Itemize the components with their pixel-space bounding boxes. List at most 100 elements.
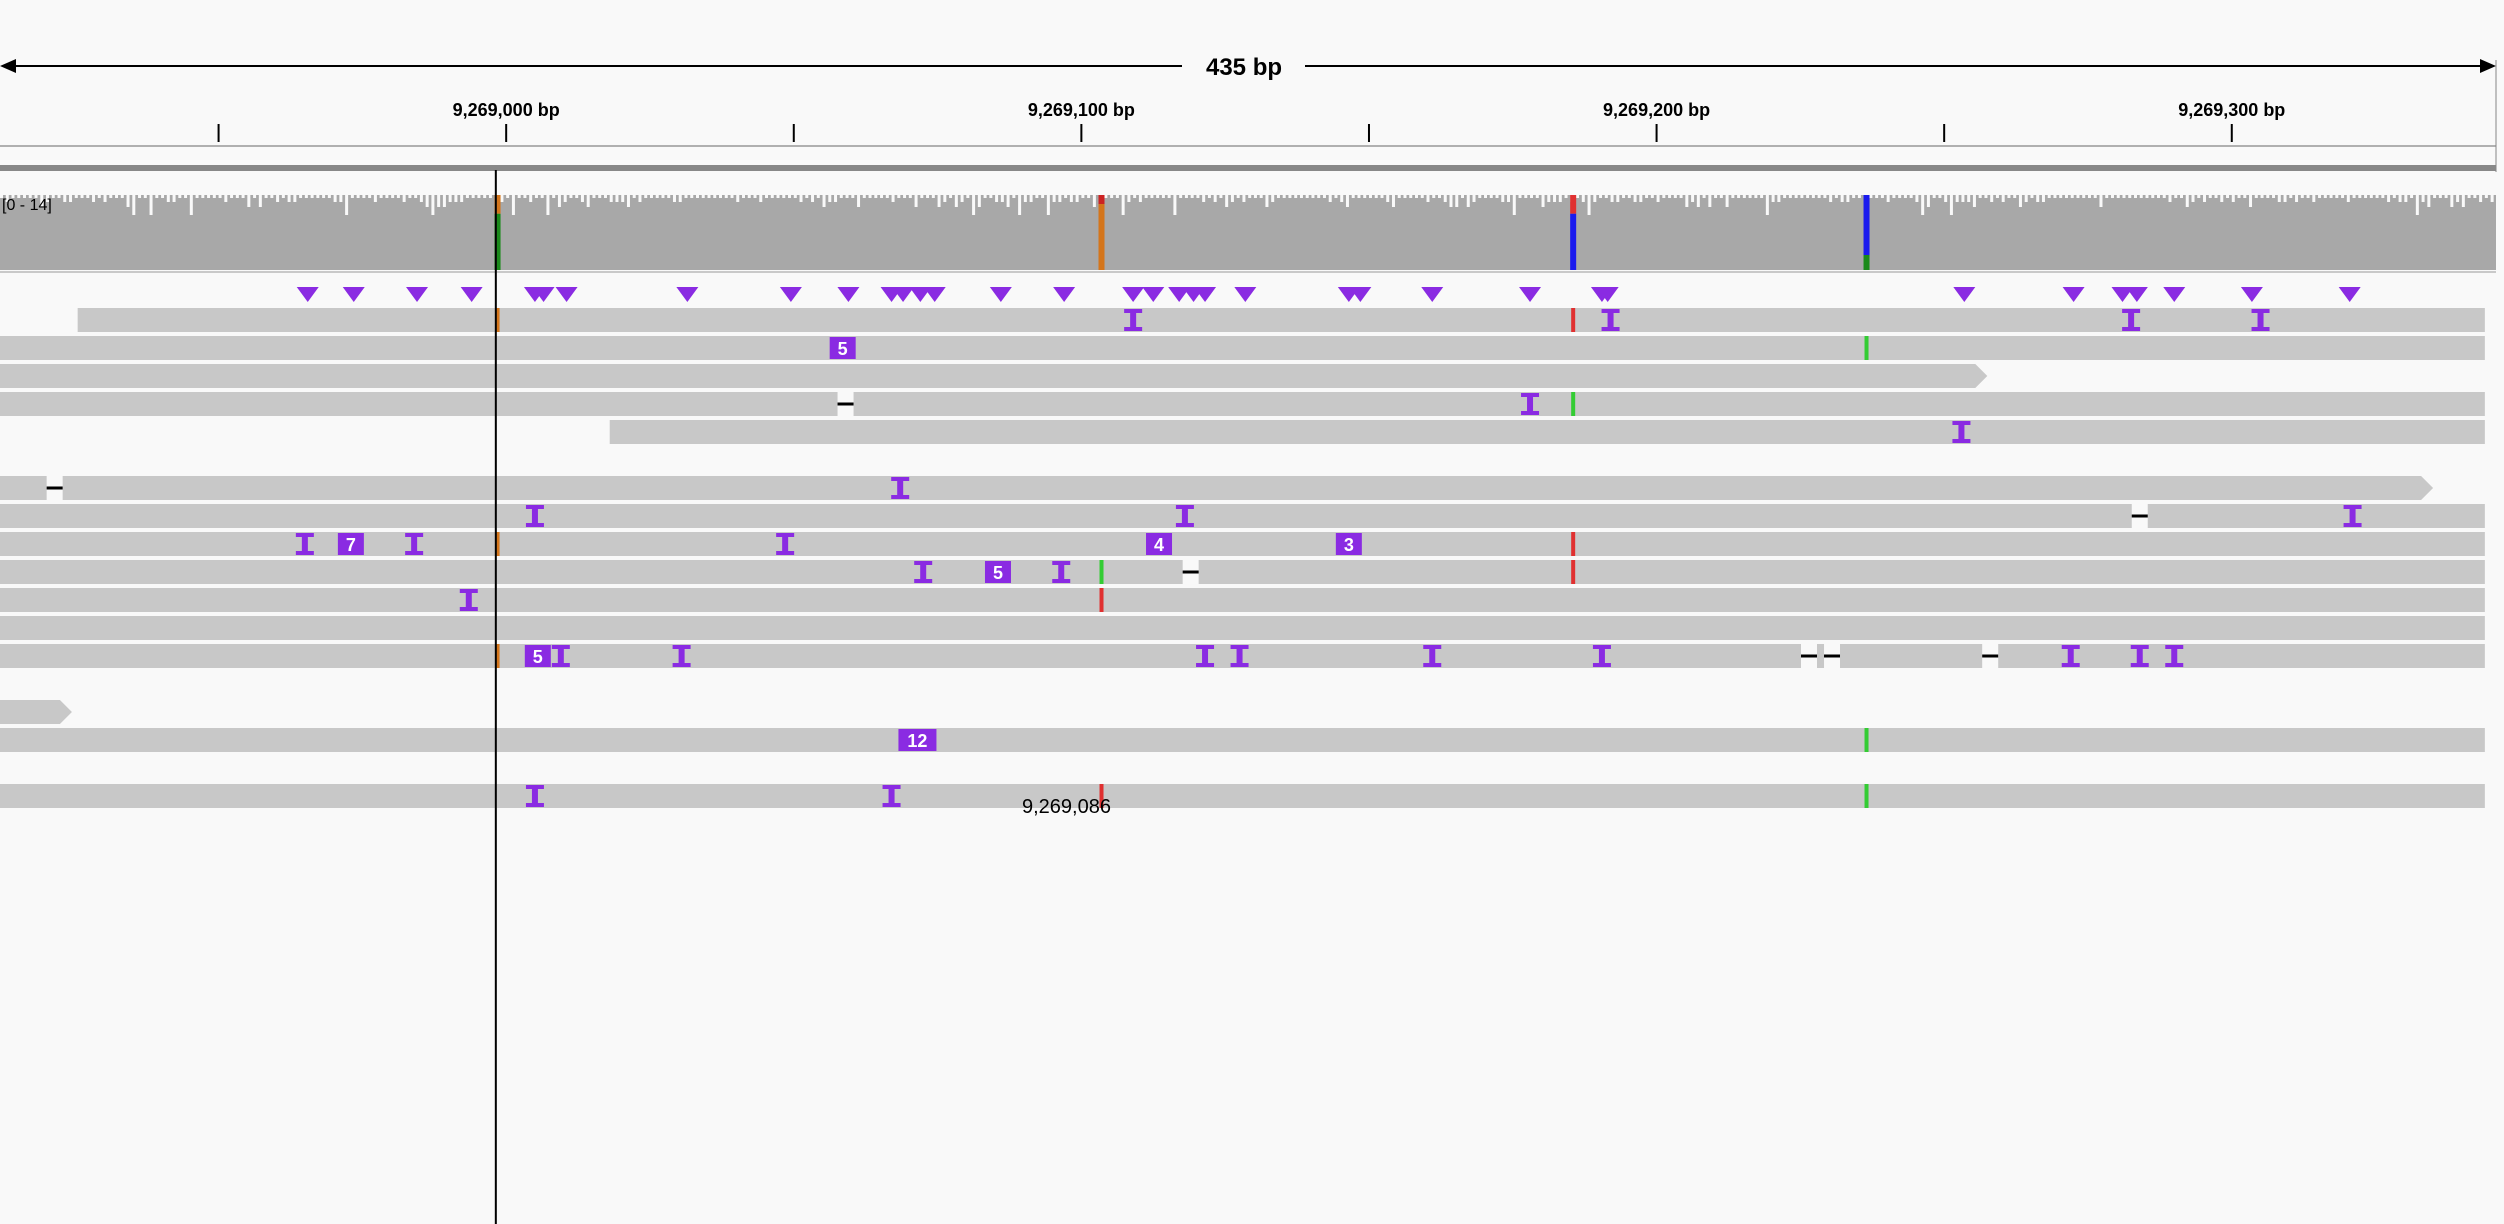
ruler-track[interactable]: 435 bp 9,269,000 bp 9,269,100 bp 9,269,200… (0, 54, 2497, 172)
coverage-track[interactable]: [0 - 14] (0, 195, 2500, 273)
coverage-notch (1196, 195, 1200, 198)
insertion-cap-bottom (776, 551, 795, 555)
insertion-bar (888, 786, 895, 806)
insertion-triangle-icon (1168, 287, 1191, 302)
coverage-notch (1811, 195, 1815, 198)
read-body[interactable] (0, 532, 2485, 556)
read-body[interactable] (77, 308, 2485, 332)
coverage-notch (155, 195, 159, 198)
coverage-notch (2036, 195, 2040, 202)
alignment-read[interactable] (0, 364, 1988, 388)
insertion-triangle-icon (1053, 287, 1076, 302)
read-body[interactable] (0, 560, 2485, 584)
coverage-notch (2001, 195, 2005, 202)
alignment-read[interactable] (0, 700, 72, 724)
insertion-cap-top (295, 533, 314, 537)
read-body[interactable] (0, 504, 2485, 528)
alignment-read[interactable] (0, 588, 2485, 612)
coverage-notch (626, 195, 630, 207)
insertion-cap-top (1423, 645, 1442, 649)
coverage-notch (1190, 195, 1194, 198)
insertion-length-label: 4 (1154, 535, 1164, 555)
alignment-read[interactable]: 5 (0, 560, 2485, 584)
insertion-cap-bottom (525, 803, 544, 807)
coverage-notch (109, 195, 113, 198)
coverage-notch (1564, 195, 1568, 198)
coverage-notch (1081, 195, 1085, 198)
insertion-triangle-icon (1194, 287, 1217, 302)
insertion-cap-top (1521, 393, 1540, 397)
insertion-cap-bottom (525, 523, 544, 527)
alignment-reads[interactable]: 5 7 4 3 5 5 12 (0, 308, 2485, 808)
insertion-triangle-icon (555, 287, 578, 302)
alignment-read[interactable] (0, 504, 2485, 528)
coverage-notch (1593, 195, 1597, 202)
insertion-bar (1598, 646, 1605, 666)
read-body[interactable] (0, 588, 2485, 612)
read-body[interactable] (0, 476, 2434, 500)
read-body[interactable] (0, 616, 2485, 640)
coverage-notch (1443, 195, 1447, 202)
coverage-notch (477, 195, 481, 198)
insertion-box (984, 561, 1011, 583)
coverage-notch (1144, 195, 1148, 198)
coverage-notch (2444, 195, 2448, 198)
coverage-notch (2145, 195, 2149, 198)
coverage-notch (2087, 195, 2091, 198)
alignment-read[interactable] (609, 420, 2485, 444)
alignment-read[interactable] (0, 392, 2485, 416)
coverage-notch (414, 195, 418, 198)
coverage-notch (2404, 195, 2408, 202)
coverage-notch (1541, 195, 1545, 207)
coverage-notch (529, 195, 533, 202)
read-body[interactable] (0, 364, 1988, 388)
read-body[interactable] (0, 728, 2485, 752)
alignment-read[interactable]: 5 (0, 336, 2485, 360)
coverage-notch (2283, 195, 2287, 202)
insertion-triangle-icon (1421, 287, 1444, 302)
insertion-bar (411, 534, 418, 554)
alignment-read[interactable] (77, 308, 2485, 332)
coverage-notch (2047, 195, 2051, 198)
read-body[interactable] (0, 336, 2485, 360)
coverage-notch (69, 195, 73, 202)
alignment-read[interactable] (0, 784, 2485, 808)
insertion-bar (531, 506, 538, 526)
alignment-read[interactable]: 7 4 3 (0, 532, 2485, 556)
read-body[interactable] (609, 420, 2485, 444)
coverage-notch (172, 195, 176, 202)
insertion-cap-top (891, 477, 910, 481)
coverage-allele-bar (1863, 195, 1870, 255)
coverage-notch (609, 195, 613, 202)
read-body[interactable] (0, 700, 72, 724)
coverage-notch (511, 195, 515, 215)
alignment-read[interactable] (0, 476, 2434, 500)
coverage-notch (1127, 195, 1131, 202)
coverage-notch (954, 195, 958, 207)
alignment-read[interactable]: 12 (0, 728, 2485, 752)
coverage-notch (2312, 195, 2316, 202)
insertion-bar (1958, 422, 1965, 442)
coverage-notch (603, 195, 607, 198)
coverage-notch (2295, 195, 2299, 202)
read-body[interactable] (0, 784, 2485, 808)
coverage-notch (1852, 195, 1856, 198)
coverage-notch (788, 195, 792, 198)
read-body[interactable] (0, 392, 2485, 416)
insertion-cap-bottom (2165, 663, 2184, 667)
coverage-notch (1794, 195, 1798, 198)
mismatch-base (495, 532, 500, 556)
insertion-cap-top (525, 785, 544, 789)
alignment-read[interactable]: 5 (0, 644, 2485, 668)
coverage-notch (667, 195, 671, 198)
coverage-notch (1242, 195, 1246, 202)
coverage-notch (1823, 195, 1827, 198)
coverage-notch (2024, 195, 2028, 202)
coverage-notch (851, 195, 855, 198)
alignment-read[interactable] (0, 616, 2485, 640)
coverage-notch (368, 195, 372, 198)
insertion-box (337, 533, 364, 555)
coverage-notch (1478, 195, 1482, 198)
coverage-notch (983, 195, 987, 198)
